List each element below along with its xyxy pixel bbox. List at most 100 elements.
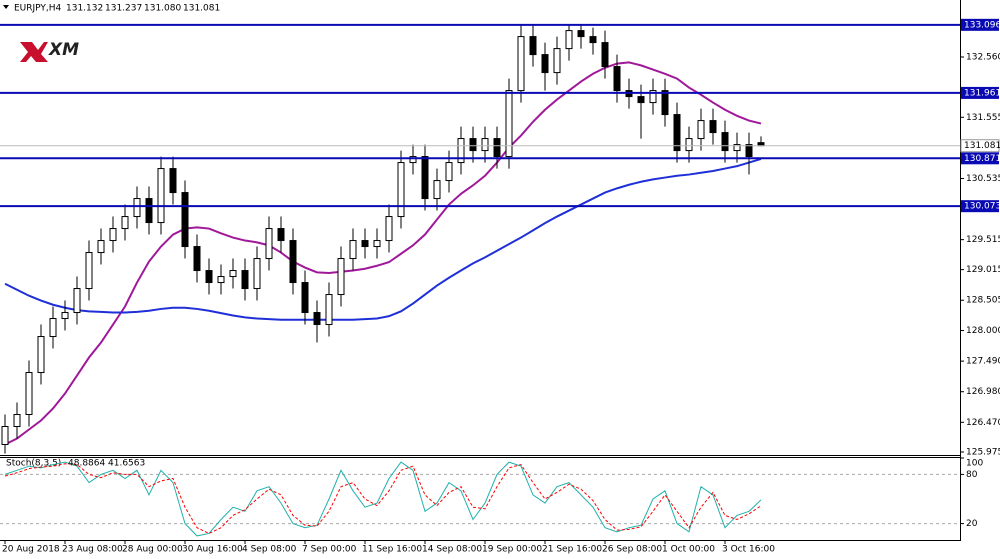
candle-body [397,162,405,218]
candle-body [709,120,717,134]
level-label: 130.871 [964,154,1000,164]
candle-body [1,426,9,446]
ohlc-value: 131.237 [105,4,142,14]
logo: XM [20,40,79,62]
candle-body [109,228,117,242]
moving-average [4,61,762,446]
candle-body [373,240,381,248]
candle-body [85,252,93,290]
candle-body [613,66,621,92]
x-tick-label: 11 Sep 16:00 [362,545,422,555]
y-tick-label: 130.535 [966,174,1000,184]
x-tick-label: 4 Sep 08:00 [242,545,297,555]
ohlc-value: 131.080 [144,4,181,14]
candle-body [445,162,453,182]
candle-body [325,294,333,326]
ohlc-value: 131.132 [66,4,103,14]
level-label: 131.961 [964,88,1000,98]
candle-body [361,240,369,248]
candle-body [481,138,489,152]
candle-body [49,318,57,338]
candle-body [193,246,201,272]
candle-body [241,270,249,290]
menu-arrow [3,5,9,9]
x-tick-label: 19 Sep 00:00 [482,545,542,555]
x-tick-label: 3 Oct 16:00 [722,545,775,555]
candle-body [217,276,225,284]
y-tick-label: 128.505 [966,296,1000,306]
price-tag [960,139,1000,153]
level-tag [961,86,999,99]
candle-body [25,372,33,416]
candle-body [337,258,345,296]
candle-body [601,42,609,68]
candle-body [721,132,729,152]
candle-body [661,90,669,116]
candle-body [637,96,645,104]
y-tick-label: 129.515 [966,235,1000,245]
level-tag [961,200,999,213]
x-tick-label: 30 Aug 16:00 [182,545,243,555]
candle-body [589,36,597,44]
candle-body [289,240,297,284]
y-tick-label: 131.555 [966,113,1000,123]
candle-body [421,156,429,200]
candle-body [169,168,177,194]
price-label: 131.081 [964,141,1000,151]
x-tick-label: 21 Sep 16:00 [542,545,602,555]
candle-body [745,144,753,158]
candle-body [37,336,45,374]
candle-body [61,312,69,320]
level-label: 133.096 [964,20,1000,30]
stochastic-line [4,463,762,534]
candle-body [673,114,681,152]
level-tag [961,152,999,165]
candle-body [733,144,741,152]
y-tick-label: 125.975 [966,448,1000,458]
y-tick-label: 126.980 [966,387,1000,397]
candle-body [133,198,141,218]
candle-body [181,192,189,248]
candle-body [697,120,705,140]
candle-body [13,414,21,428]
candle-body [553,48,561,74]
x-tick-label: 7 Sep 00:00 [302,545,357,555]
x-tick-label: 1 Oct 00:00 [662,545,715,555]
candle-body [385,216,393,242]
candle-body [457,138,465,164]
candle-body [577,30,585,38]
moving-average [4,158,762,321]
candle-body [205,270,213,284]
candle-body [145,198,153,224]
level-label: 130.073 [964,202,1000,212]
candle-body [529,36,537,56]
indicator-value: 48.8864 [68,459,105,469]
candle-body [517,36,525,92]
candle-body [253,258,261,290]
y-tick-label: 80 [966,470,978,480]
symbol: EURJPY,H4 [14,4,62,14]
candle-body [493,138,501,158]
candle-body [301,282,309,314]
candle-body [649,90,657,104]
y-tick-label: 132.560 [966,52,1000,62]
indicator-title: Stoch(8,3,5) [6,459,61,469]
candle-body [433,180,441,200]
y-tick-label: 100 [966,459,983,469]
candle-body [229,270,237,278]
candle-body [349,240,357,260]
candle-body [685,138,693,152]
candle-body [121,216,129,230]
candle-body [97,240,105,254]
y-tick-label: 129.015 [966,265,1000,275]
candle-body [505,90,513,158]
ohlc-value: 131.081 [183,4,220,14]
y-tick-label: 20 [966,519,978,529]
y-tick-label: 127.490 [966,357,1000,367]
candle-body [73,288,81,314]
candle-body [277,228,285,242]
x-tick-label: 28 Aug 00:00 [122,545,183,555]
candle-body [409,156,417,164]
